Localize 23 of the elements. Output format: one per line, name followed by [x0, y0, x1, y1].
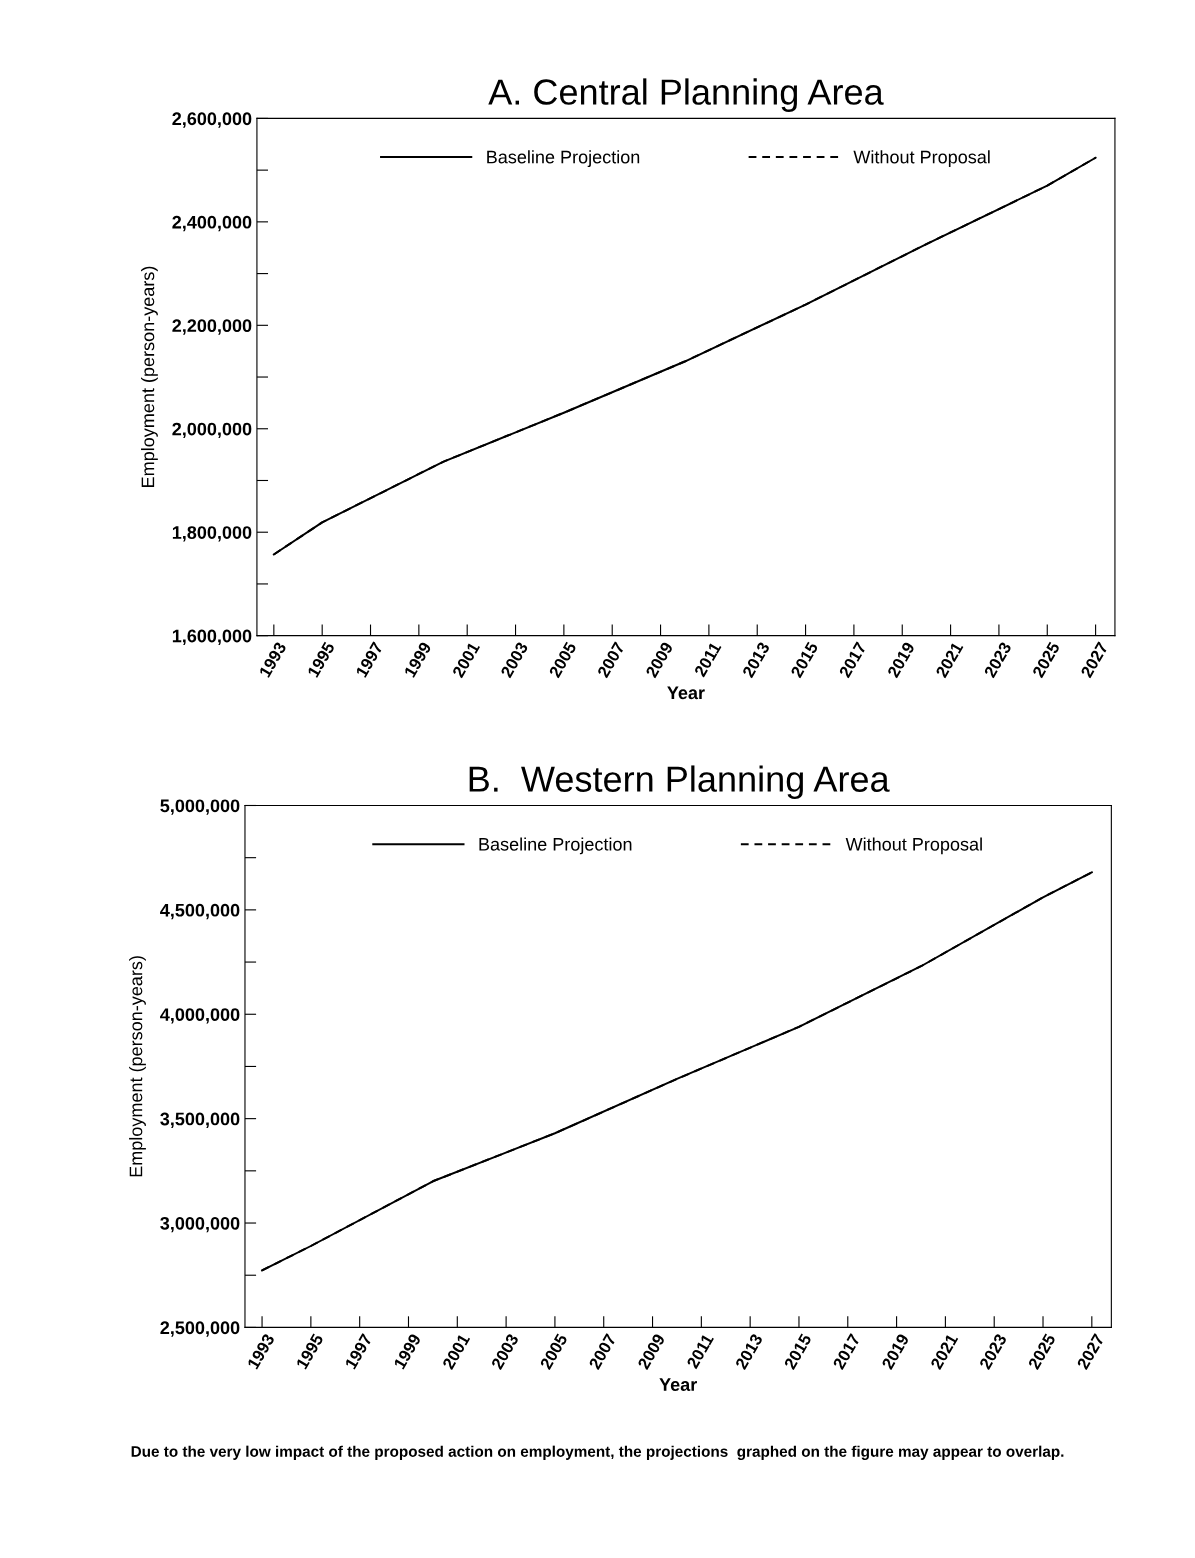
y-tick-label: 3,000,000 — [160, 1216, 240, 1233]
chart-title: A. Central Planning Area — [488, 78, 884, 113]
y-tick-label: 2,400,000 — [172, 215, 252, 232]
y-tick-label: 4,500,000 — [160, 903, 240, 920]
y-tick-label: 4,000,000 — [160, 1008, 240, 1024]
y-tick-label: 2,200,000 — [172, 319, 252, 335]
legend-label: Without Proposal — [845, 837, 982, 855]
legend-label: Without Proposal — [853, 150, 990, 168]
legend-label: Baseline Projection — [479, 837, 632, 855]
text: Due to the very low impact of the proposed action on employment, the projections graphed on the figure may appear to overlap. — [131, 1445, 1064, 1460]
y-tick-label: 2,500,000 — [160, 1321, 240, 1337]
y-axis-title: Employment (person-years) — [141, 266, 158, 487]
y-tick-label: 2,000,000 — [172, 422, 252, 439]
legend-label: Baseline Projection — [487, 150, 640, 168]
y-tick-label: 5,000,000 — [160, 799, 240, 815]
x-axis-title: Year — [659, 1378, 697, 1391]
y-tick-label: 1,800,000 — [172, 526, 252, 542]
y-axis-title: Employment (person-years) — [129, 956, 146, 1177]
y-tick-label: 3,500,000 — [160, 1112, 240, 1128]
x-axis-title: Year — [667, 686, 705, 700]
y-tick-label: 2,600,000 — [172, 112, 252, 128]
y-tick-label: 1,600,000 — [172, 629, 252, 645]
chart-title: B. Western Planning Area — [469, 765, 890, 800]
